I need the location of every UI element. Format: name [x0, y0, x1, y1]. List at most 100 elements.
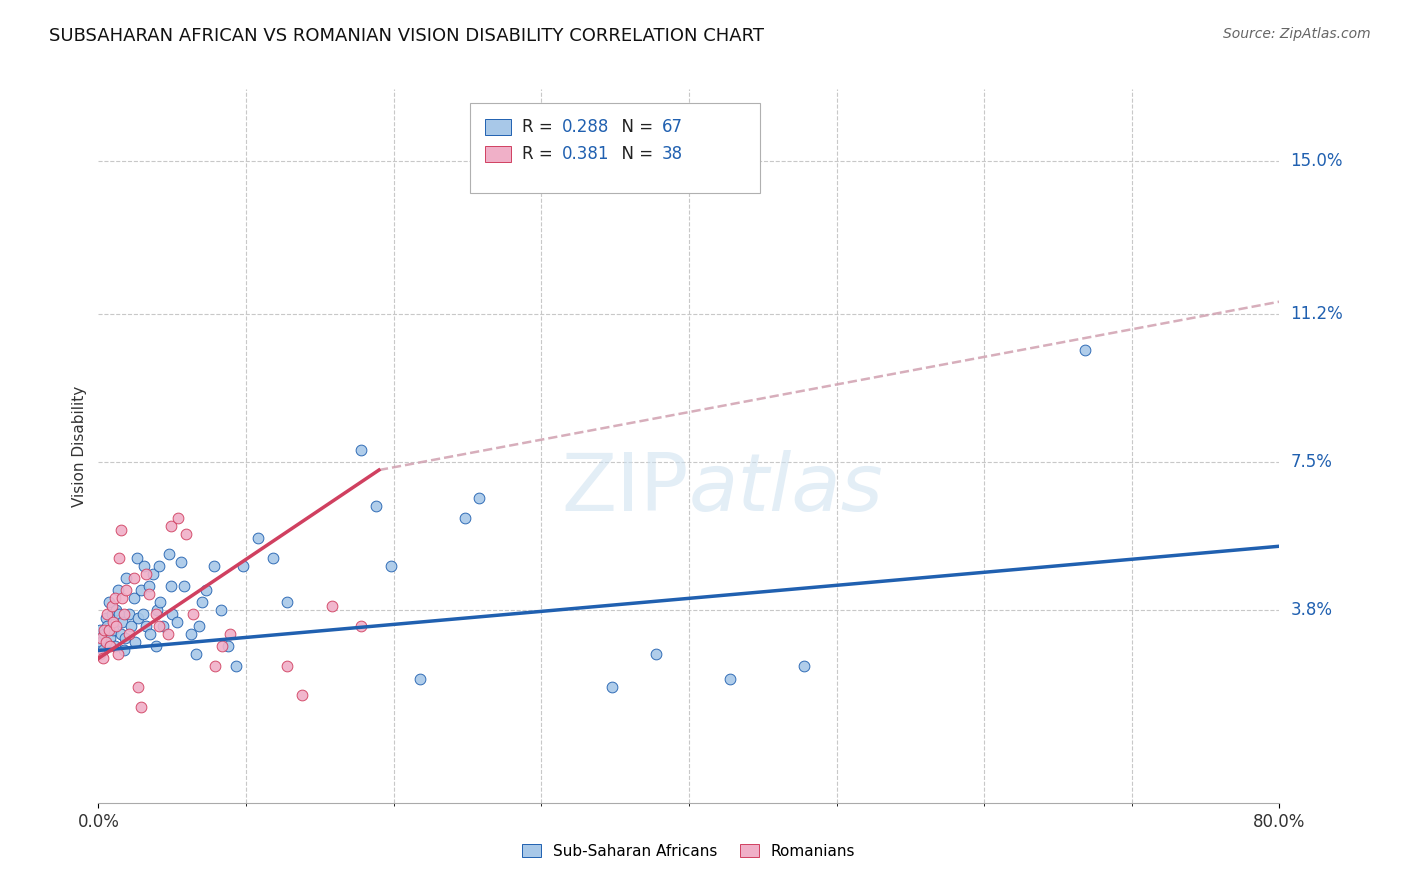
Point [110, 627, 132, 641]
Point [173, 579, 195, 593]
Point [276, 595, 298, 609]
Text: 38: 38 [662, 145, 683, 163]
Point [135, 567, 157, 582]
Point [167, 511, 190, 525]
Point [276, 659, 298, 673]
Point [107, 583, 129, 598]
Point [195, 583, 218, 598]
Point [96, 619, 118, 633]
Point [127, 680, 149, 694]
Point [218, 627, 240, 641]
Point [111, 615, 134, 630]
Point [191, 595, 214, 609]
Point [380, 559, 402, 574]
Point [262, 551, 284, 566]
FancyBboxPatch shape [485, 120, 510, 135]
Text: Source: ZipAtlas.com: Source: ZipAtlas.com [1223, 27, 1371, 41]
Point [112, 643, 135, 657]
Point [600, 680, 623, 694]
Point [89, 648, 111, 662]
Point [97, 595, 120, 609]
Point [142, 567, 165, 582]
FancyBboxPatch shape [471, 103, 759, 193]
Point [645, 648, 668, 662]
Text: N =: N = [612, 145, 658, 163]
Point [100, 607, 122, 622]
Point [217, 640, 239, 654]
Point [159, 579, 181, 593]
Text: N =: N = [612, 118, 658, 136]
Text: R =: R = [523, 118, 558, 136]
Point [135, 619, 157, 633]
Point [134, 559, 156, 574]
Point [98, 632, 121, 646]
Point [204, 659, 226, 673]
Point [114, 632, 136, 646]
Text: 67: 67 [662, 118, 683, 136]
Point [180, 627, 202, 641]
Point [148, 559, 170, 574]
Point [211, 640, 233, 654]
Point [146, 603, 169, 617]
Point [94, 635, 117, 649]
Point [122, 571, 145, 585]
Point [145, 640, 167, 654]
Point [104, 640, 127, 654]
Point [93, 627, 115, 641]
Point [159, 519, 181, 533]
Point [291, 688, 314, 702]
Point [156, 627, 179, 641]
Point [90, 635, 112, 649]
Point [129, 699, 152, 714]
Text: ZIP: ZIP [561, 450, 689, 528]
Point [100, 599, 122, 614]
Point [103, 615, 125, 630]
Point [409, 672, 432, 686]
Point [718, 672, 741, 686]
Point [93, 624, 115, 638]
Point [350, 442, 373, 457]
Point [115, 571, 138, 585]
Point [132, 607, 155, 622]
Point [184, 648, 207, 662]
Point [103, 624, 125, 638]
Text: 7.5%: 7.5% [1291, 453, 1333, 471]
Text: 0.288: 0.288 [561, 118, 609, 136]
Point [105, 619, 128, 633]
Text: R =: R = [523, 145, 558, 163]
Text: 11.2%: 11.2% [1291, 305, 1343, 323]
Point [187, 619, 209, 633]
Text: 15.0%: 15.0% [1291, 153, 1343, 170]
Point [246, 531, 269, 545]
Point [129, 583, 152, 598]
Point [105, 603, 128, 617]
Point [793, 659, 815, 673]
Point [364, 499, 387, 513]
Point [90, 632, 112, 646]
Point [468, 491, 491, 505]
Point [91, 643, 114, 657]
Point [162, 607, 183, 622]
Text: SUBSAHARAN AFRICAN VS ROMANIAN VISION DISABILITY CORRELATION CHART: SUBSAHARAN AFRICAN VS ROMANIAN VISION DI… [49, 27, 765, 45]
Point [127, 611, 149, 625]
Point [157, 547, 180, 561]
Point [112, 607, 135, 622]
Point [125, 551, 148, 566]
Point [97, 624, 120, 638]
Point [122, 591, 145, 606]
Point [149, 595, 172, 609]
Point [170, 555, 193, 569]
Point [124, 635, 146, 649]
Point [98, 640, 121, 654]
Legend: Sub-Saharan Africans, Romanians: Sub-Saharan Africans, Romanians [515, 836, 863, 866]
Point [145, 607, 167, 622]
Text: 0.381: 0.381 [561, 145, 609, 163]
Point [118, 627, 141, 641]
Point [94, 611, 117, 625]
Point [107, 648, 129, 662]
Point [139, 627, 162, 641]
Point [174, 527, 197, 541]
Point [148, 619, 170, 633]
Point [202, 559, 225, 574]
Point [104, 591, 127, 606]
